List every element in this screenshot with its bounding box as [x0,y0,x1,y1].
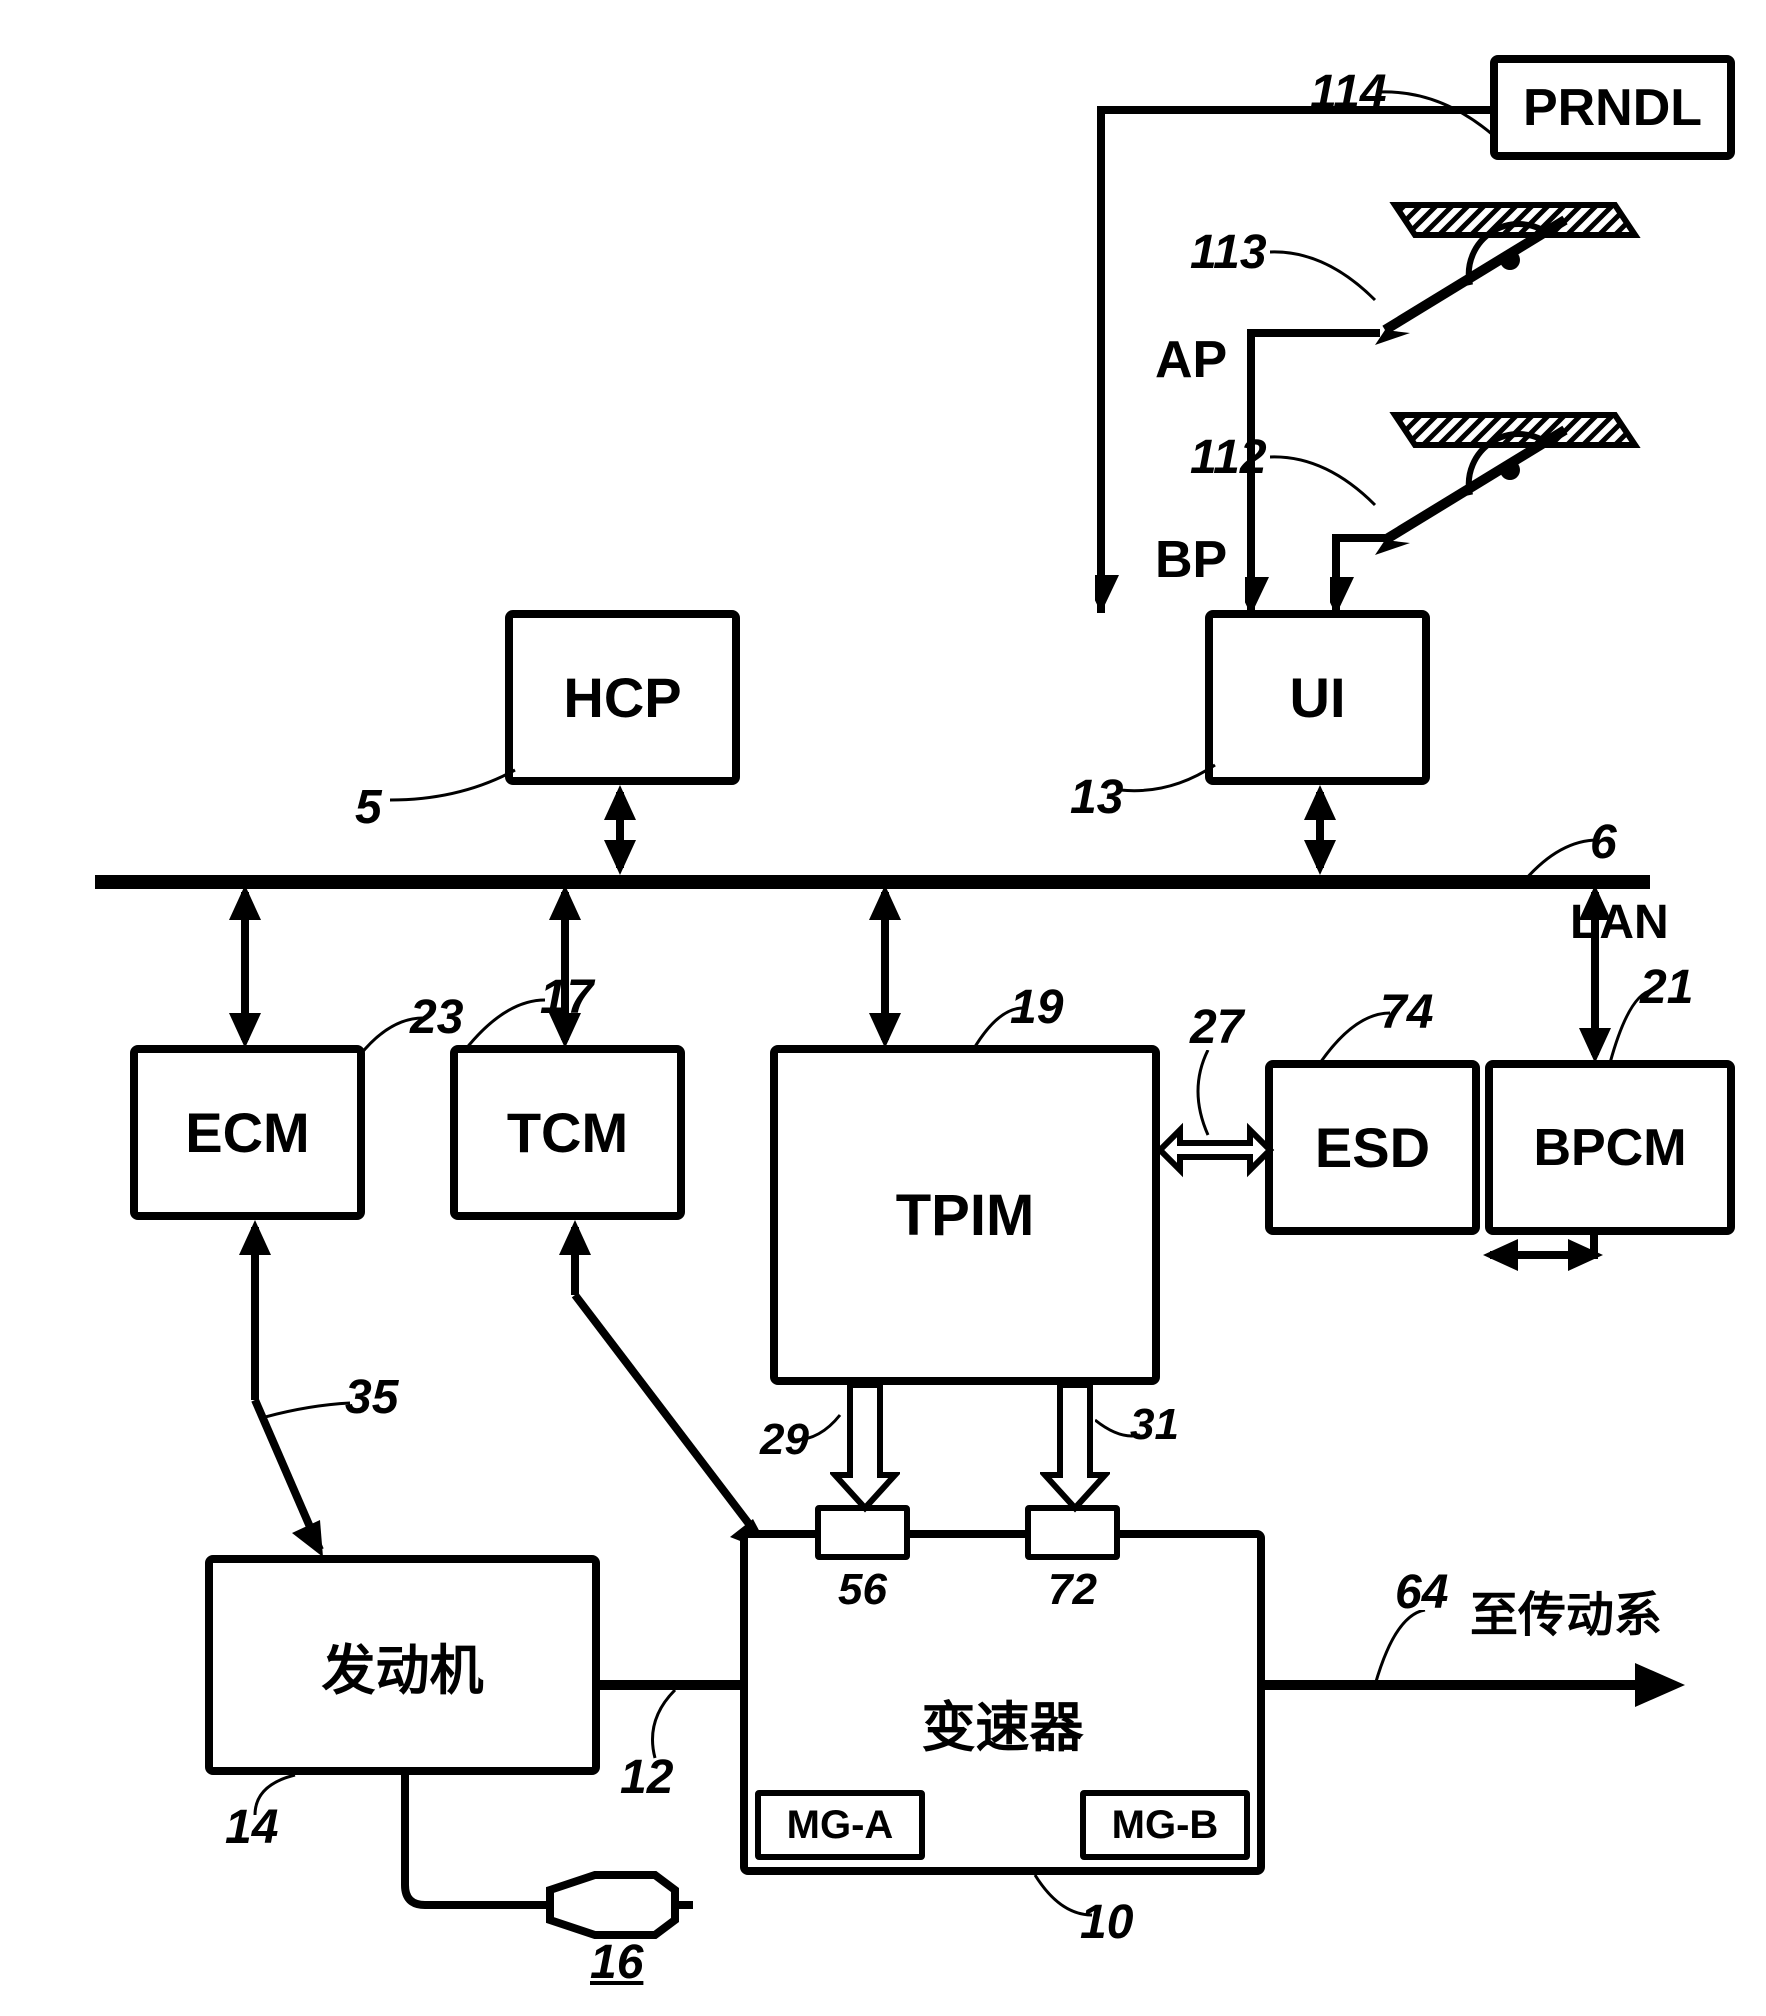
esd-text: ESD [1315,1115,1430,1180]
tcm-text: TCM [507,1100,628,1165]
leader-10 [1030,1870,1095,1925]
esd-box: ESD [1265,1060,1480,1235]
leader-13 [1120,760,1220,800]
mga-box: MG-A [755,1790,925,1860]
ref-72: 72 [1048,1565,1097,1615]
leader-64 [1370,1610,1430,1690]
ref-13: 13 [1070,770,1123,825]
leader-27 [1188,1050,1228,1140]
bpcm-stub [1590,1231,1598,1259]
exhaust [395,1770,695,1970]
mga-text: MG-A [787,1803,894,1848]
trans-text: 变速器 [922,1683,1084,1762]
leader-31 [1095,1415,1145,1455]
ui-to-lan [1290,780,1350,890]
bpcm-text: BPCM [1533,1118,1686,1178]
hcp-box: HCP [505,610,740,785]
tcm-to-lan [535,880,595,1055]
ref-5: 5 [355,780,382,835]
ref-16: 16 [590,1935,643,1990]
hcp-to-lan [590,780,650,890]
leader-14 [250,1770,300,1820]
tpim-to-lan [855,880,915,1055]
hcp-text: HCP [563,665,681,730]
leader-29 [795,1410,845,1450]
driveline-label: 至传动系 [1470,1575,1662,1645]
prndl-box: PRNDL [1490,55,1735,160]
trans-output [1260,1655,1690,1715]
mgb-box: MG-B [1080,1790,1250,1860]
tpim-box: TPIM [770,1045,1160,1385]
ui-box: UI [1205,610,1430,785]
tpim-text: TPIM [896,1182,1035,1249]
leader-74 [1315,1005,1395,1070]
bpcm-box: BPCM [1485,1060,1735,1235]
ecm-box: ECM [130,1045,365,1220]
mgb-text: MG-B [1112,1803,1219,1848]
ecm-to-lan [215,880,275,1055]
bp-to-ui [1330,530,1400,625]
engine-trans-shaft [596,1680,744,1690]
leader-19 [968,1000,1028,1055]
leader-5 [390,765,520,805]
ref-56: 56 [838,1565,887,1615]
engine-text: 发动机 [322,1626,484,1705]
ecm-text: ECM [185,1100,309,1165]
prndl-text: PRNDL [1523,78,1702,138]
tcm-to-trans [555,1215,805,1565]
ref-27: 27 [1190,1000,1243,1055]
ecm-to-engine [225,1215,355,1570]
bpcm-to-lan [1565,880,1625,1070]
ui-text: UI [1290,665,1346,730]
leader-6 [1520,830,1600,885]
engine-box: 发动机 [205,1555,600,1775]
leader-23 [355,1010,425,1060]
leader-35 [265,1395,355,1425]
leader-12 [645,1690,685,1760]
tcm-box: TCM [450,1045,685,1220]
